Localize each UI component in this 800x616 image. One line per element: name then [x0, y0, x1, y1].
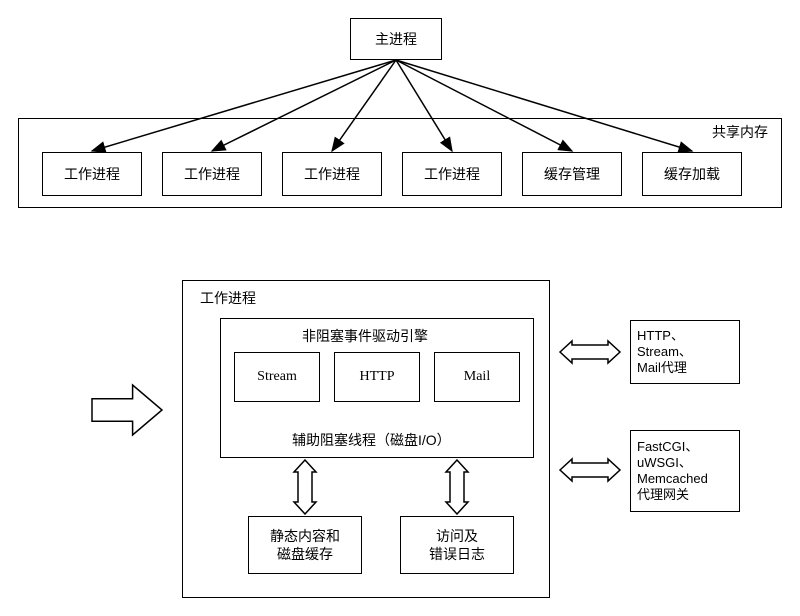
worker-bottom-box: 访问及 错误日志 — [400, 516, 514, 574]
shared-child-label: 工作进程 — [424, 165, 480, 183]
shared-child-box: 工作进程 — [162, 152, 262, 196]
shared-child-box: 工作进程 — [402, 152, 502, 196]
engine-module-box: Stream — [234, 352, 320, 402]
shared-child-box: 工作进程 — [282, 152, 382, 196]
shared-child-label: 工作进程 — [184, 165, 240, 183]
master-process-label: 主进程 — [375, 30, 417, 48]
shared-child-label: 缓存管理 — [544, 165, 600, 183]
shared-memory-label: 共享内存 — [710, 122, 770, 142]
engine-aux-label: 辅助阻塞线程（磁盘I/O） — [290, 430, 453, 450]
shared-child-label: 工作进程 — [304, 165, 360, 183]
shared-child-box: 缓存加载 — [642, 152, 742, 196]
engine-label: 非阻塞事件驱动引擎 — [300, 326, 430, 346]
master-process-box: 主进程 — [350, 18, 442, 60]
right-proxy-box: FastCGI、uWSGI、Memcached代理网关 — [630, 430, 740, 512]
shared-child-box: 缓存管理 — [522, 152, 622, 196]
right-proxy-box: HTTP、Stream、Mail代理 — [630, 320, 740, 384]
engine-module-box: Mail — [434, 352, 520, 402]
request-label: Request — [100, 400, 149, 416]
engine-module-box: HTTP — [334, 352, 420, 402]
shared-child-label: 缓存加载 — [664, 165, 720, 183]
shared-child-label: 工作进程 — [64, 165, 120, 183]
worker-bottom-box: 静态内容和 磁盘缓存 — [248, 516, 362, 574]
shared-child-box: 工作进程 — [42, 152, 142, 196]
worker-detail-label: 工作进程 — [198, 288, 258, 308]
